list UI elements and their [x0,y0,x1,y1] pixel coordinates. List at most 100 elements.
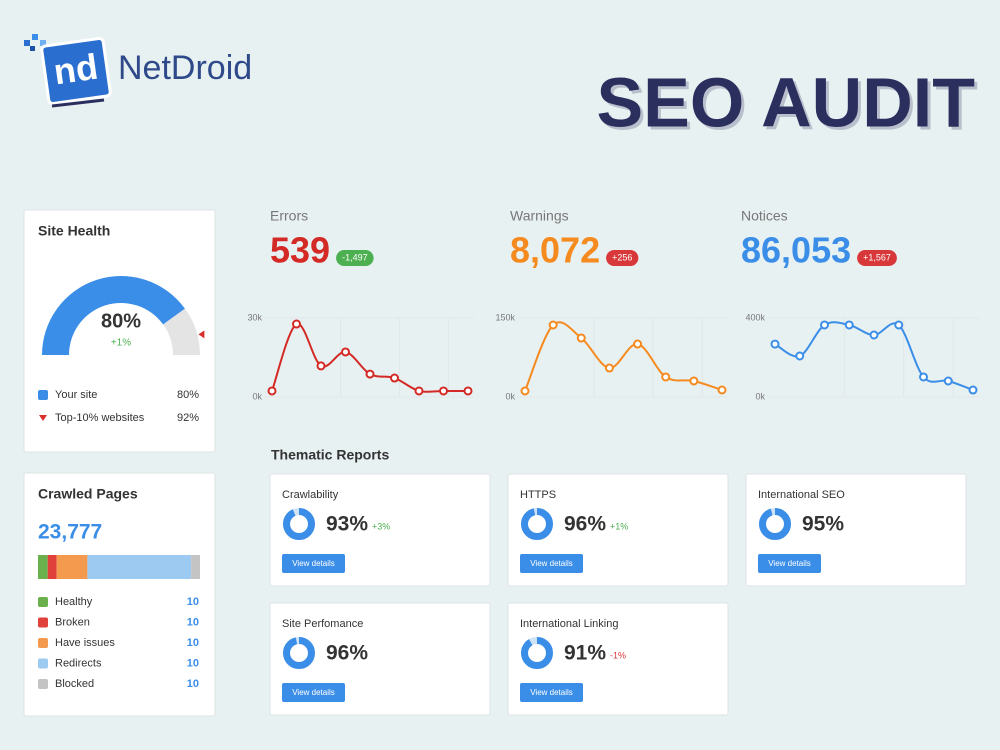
card [23,209,216,453]
legend-count: 10 [187,637,199,649]
bar-segment [38,555,48,579]
legend-name: Broken [55,616,90,628]
view-details-label[interactable]: View details [292,688,335,697]
svg-text:nd: nd [51,46,100,93]
report-name: Crawlability [282,489,339,501]
view-details-button[interactable] [520,683,583,702]
y-tick-label: 0k [505,391,515,401]
brand-name: NetDroid [118,49,252,87]
report-score: 96% [564,513,606,536]
sparkline-point [919,372,928,382]
metric-value: 8,072 [510,230,600,271]
view-details-label[interactable]: View details [530,559,573,568]
legend-swatch [39,415,47,421]
sparkline-point [869,330,879,340]
sparkline-point [795,351,805,361]
view-details-button[interactable] [520,554,583,573]
gauge-change: +1% [111,338,131,349]
metric-label: Notices [741,208,788,224]
report-score: 95% [802,513,844,536]
metric-value: 86,053 [741,230,851,271]
metric-label: Errors [270,208,308,224]
legend-swatch [38,658,48,669]
sparkline-point [689,376,699,386]
y-tick-label: 0k [252,391,262,401]
gauge-track [163,308,200,355]
view-details-label[interactable]: View details [530,688,573,697]
bar-segment [87,555,192,579]
legend-count: 10 [187,596,199,608]
report-score: 96% [326,642,368,665]
change-badge [857,250,897,266]
gauge-score: 80% [101,310,141,332]
report-score: 93% [326,513,368,536]
sparkline-point [661,372,671,382]
metric-label: Warnings [510,208,569,224]
view-details-label[interactable]: View details [768,559,811,568]
card [23,472,216,717]
view-details-button[interactable] [282,683,345,702]
section-title: Thematic Reports [271,447,389,463]
report-change: -1% [610,650,626,660]
legend-swatch [38,390,48,400]
report-name: HTTPS [520,489,556,501]
donut-value [283,508,315,540]
gauge-value [42,276,185,355]
report-change: +3% [372,521,390,531]
legend-count: 10 [187,678,199,690]
legend-value: 80% [177,389,199,401]
legend-swatch [38,638,48,648]
report-change: +1% [610,521,628,531]
sparkline-point [390,373,399,383]
donut-value [283,637,315,669]
view-details-button[interactable] [758,554,821,573]
sparkline-point [267,386,277,396]
page-title: SEO AUDIT [596,63,975,141]
sparkline-point [968,385,978,395]
y-tick-label: 400k [745,312,765,322]
card-title: Crawled Pages [38,486,138,502]
legend-swatch [38,679,48,689]
legend-name: Blocked [55,678,94,690]
change-badge-text: +256 [612,252,632,262]
sparkline-point [717,385,727,395]
bar-segment [191,555,200,579]
legend-name: Have issues [55,637,115,649]
legend-name: Your site [55,389,97,401]
sparkline-point [894,320,904,330]
sparkline-point [365,369,375,379]
sparkline-point [548,320,558,330]
legend-swatch [38,597,48,607]
report-name: International SEO [758,489,845,501]
y-tick-label: 0k [755,391,765,401]
legend-count: 10 [187,616,199,628]
sparkline-point [414,386,424,396]
sparkline-point [341,347,350,357]
change-badge-text: -1,497 [342,252,368,262]
bar-segment [56,555,88,579]
report-name: Site Perfomance [282,618,363,630]
sparkline-point [439,386,448,396]
report-name: International Linking [520,618,618,630]
donut-value [521,508,553,540]
sparkline-point [292,319,301,329]
sparkline-point [316,361,326,371]
crawled-total: 23,777 [38,521,102,544]
bar-segment [47,555,57,579]
sparkline-point [943,376,953,386]
legend-count: 10 [187,657,199,669]
sparkline-point [463,386,473,396]
change-badge [336,250,374,266]
change-badge [606,250,639,266]
sparkline-point [820,320,829,330]
change-badge-text: +1,567 [863,252,891,262]
sparkline-point [770,339,780,349]
view-details-button[interactable] [282,554,345,573]
legend-name: Redirects [55,657,102,669]
view-details-label[interactable]: View details [292,559,335,568]
y-tick-label: 150k [495,312,515,322]
sparkline-point [633,339,643,349]
report-score: 91% [564,642,606,665]
legend-value: 92% [177,412,199,424]
sparkline-point [604,363,614,373]
